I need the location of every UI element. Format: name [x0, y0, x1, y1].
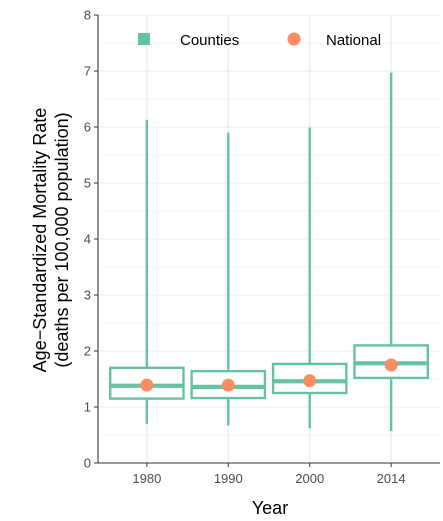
y-tick-label: 5 — [84, 176, 91, 191]
legend-key-national — [287, 32, 301, 46]
x-axis: 1980 1990 2000 2014 — [98, 462, 440, 486]
boxplots — [109, 72, 429, 432]
y-tick-label: 0 — [84, 456, 91, 471]
national-point-1980 — [140, 378, 154, 392]
x-tick-label: 1990 — [214, 471, 243, 486]
y-axis-title-line-2: (deaths per 100,000 population) — [52, 112, 72, 367]
y-tick-label: 7 — [84, 64, 91, 79]
y-tick-label: 4 — [84, 232, 91, 247]
y-tick-label: 2 — [84, 344, 91, 359]
y-axis: 0 1 2 3 4 5 6 7 8 — [84, 8, 99, 471]
legend-label-national: National — [326, 32, 381, 49]
x-axis-title: Year — [252, 498, 288, 518]
national-point-2000 — [303, 374, 317, 388]
x-tick-label: 2000 — [295, 471, 324, 486]
x-tick-label: 1980 — [132, 471, 161, 486]
legend-label-counties: Counties — [180, 32, 239, 49]
box-1980 — [109, 119, 185, 424]
box-2014 — [353, 72, 429, 432]
legend-key-counties — [138, 33, 150, 45]
x-tick-label: 2014 — [377, 471, 406, 486]
national-point-2014 — [384, 358, 398, 372]
y-tick-label: 1 — [84, 400, 91, 415]
national-point-1990 — [221, 378, 235, 392]
legend: Counties National — [138, 32, 381, 49]
y-axis-title-line-1: Age−Standardized Mortality Rate — [30, 108, 50, 373]
y-tick-label: 6 — [84, 120, 91, 135]
national-points — [140, 358, 398, 392]
y-tick-label: 3 — [84, 288, 91, 303]
y-tick-label: 8 — [84, 8, 91, 23]
